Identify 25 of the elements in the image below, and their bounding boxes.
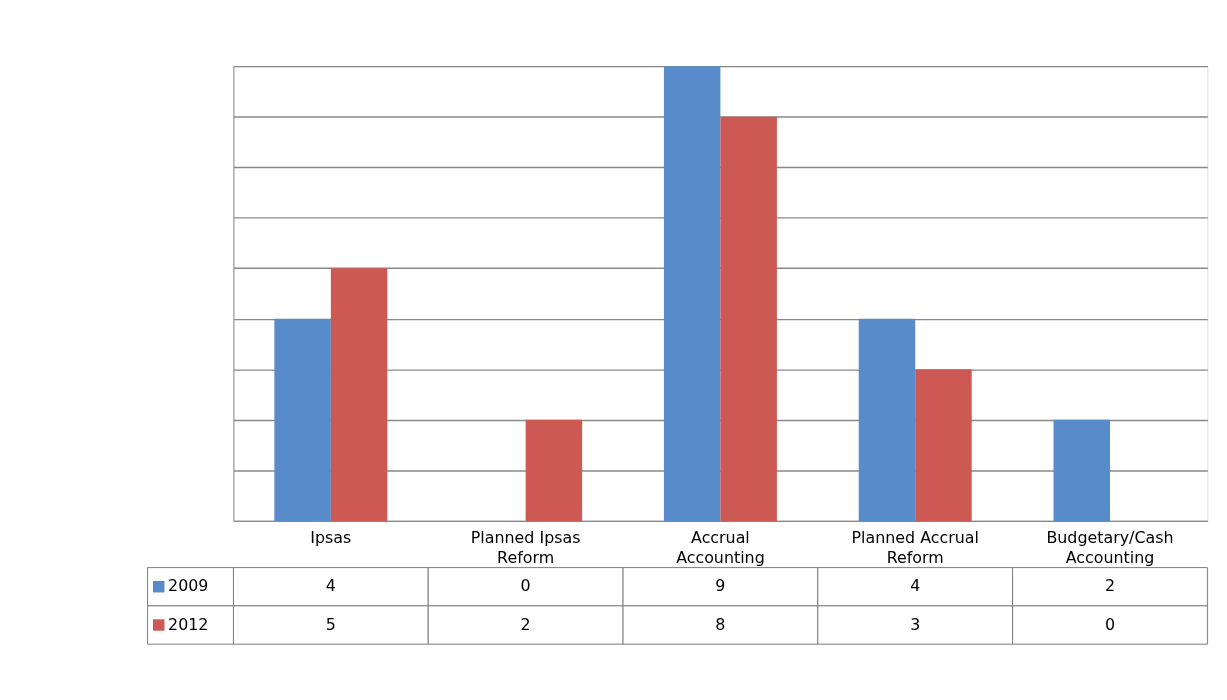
x-tick-label: Accrual Accounting [676,527,765,568]
data-label: 0 [520,576,531,596]
data-label: 2 [520,614,531,634]
legend-label: 2009 [168,576,209,596]
data-label: 3 [910,614,921,634]
data-label: 2 [1104,576,1116,596]
x-tick-label: Budgetary/Cash Accounting [1046,527,1174,568]
bar [330,268,388,521]
bar [915,369,972,521]
data-label: 9 [715,576,726,596]
data-label: 5 [325,614,336,634]
x-tick-label: Planned Accrual Reform [851,527,979,568]
bar [858,318,916,521]
data-label: 4 [325,576,336,596]
bar [663,66,721,521]
bar [525,419,583,521]
bar [1053,419,1110,521]
x-tick-label: Planned Ipsas Reform [470,527,581,568]
bar [720,116,777,521]
legend-label: 2012 [168,614,209,634]
data-label: 0 [1104,614,1116,634]
bar [274,318,331,521]
data-label: 8 [715,614,726,634]
x-tick-label: Ipsas [310,527,352,547]
data-label: 4 [910,576,921,596]
